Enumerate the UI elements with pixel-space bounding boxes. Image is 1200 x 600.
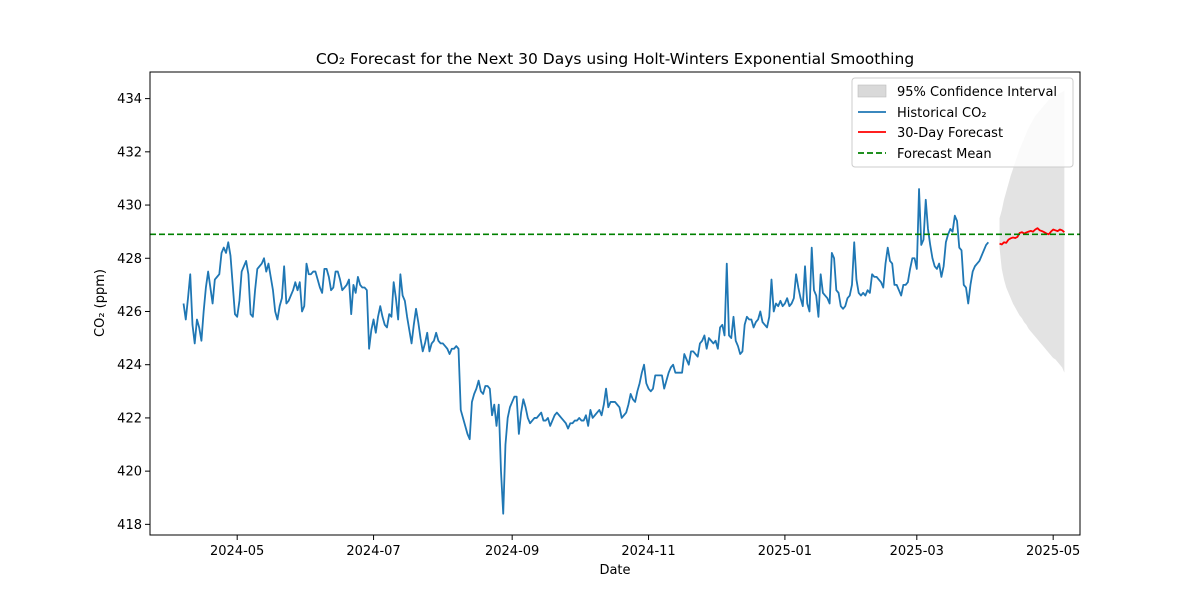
x-tick-label: 2025-05	[1026, 544, 1080, 559]
axes: 2024-05 2024-07 2024-09 2024-11 2025-01 2025-…	[117, 71, 1081, 559]
legend-ci-label: 95% Confidence Interval	[897, 85, 1057, 100]
y-axis-label: CO₂ (ppm)	[93, 269, 108, 337]
y-tick-label: 418	[117, 518, 142, 533]
x-tick-label: 2024-09	[485, 544, 539, 559]
x-tick-label: 2025-01	[758, 544, 812, 559]
y-tick-label: 424	[117, 358, 142, 373]
x-axis-label: Date	[599, 563, 630, 578]
x-tick-label: 2025-03	[890, 544, 944, 559]
y-tick-label: 426	[117, 305, 142, 320]
historical-series-line	[182, 188, 990, 515]
legend-ci-swatch	[857, 84, 887, 98]
y-tick-label: 428	[117, 252, 142, 267]
x-tick-label: 2024-11	[621, 544, 675, 559]
legend-mean-label: Forecast Mean	[897, 147, 992, 162]
x-tick-label: 2024-05	[210, 544, 264, 559]
chart-title: CO₂ Forecast for the Next 30 Days using …	[316, 50, 914, 68]
x-tick-label: 2024-07	[346, 544, 400, 559]
legend-box	[851, 77, 1074, 168]
y-tick-label: 434	[117, 92, 142, 107]
legend-forecast-label: 30-Day Forecast	[897, 126, 1003, 141]
y-tick-label: 430	[117, 199, 142, 214]
forecast-series-line	[999, 227, 1065, 246]
y-tick-label: 420	[117, 465, 142, 480]
legend-historical-label: Historical CO₂	[897, 106, 987, 121]
y-tick-label: 422	[117, 411, 142, 426]
legend: 95% Confidence Interval Historical CO₂ 3…	[851, 77, 1074, 168]
y-tick-label: 432	[117, 145, 142, 160]
axes-frame	[149, 71, 1081, 536]
